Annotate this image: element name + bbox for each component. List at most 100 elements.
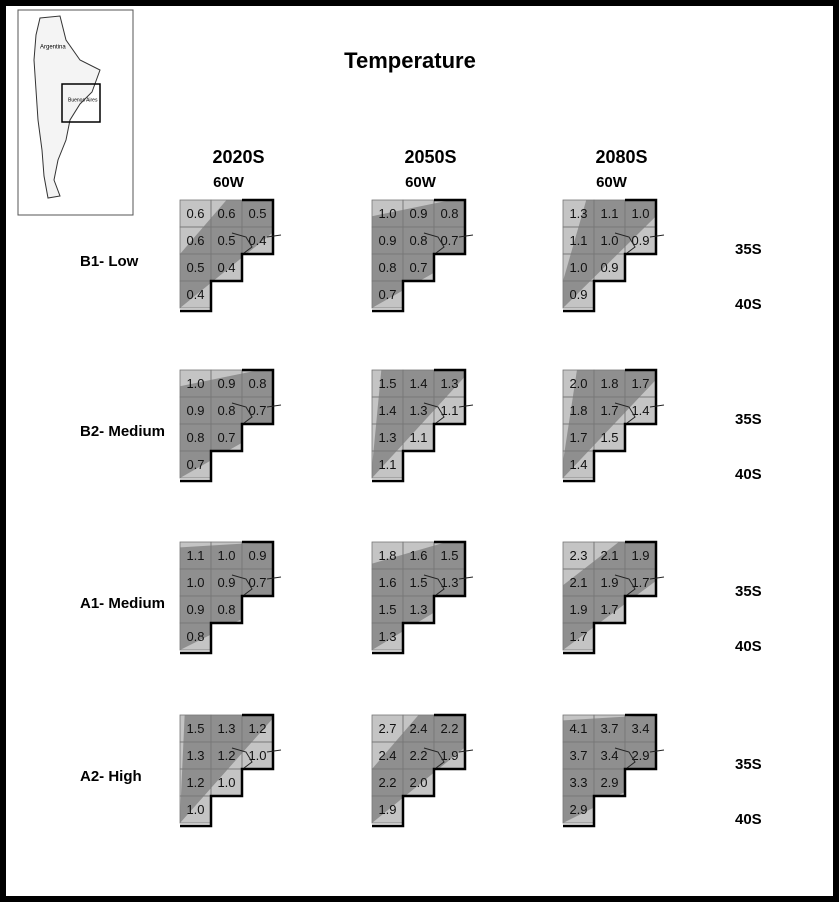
cell-value: 2.1 bbox=[569, 575, 587, 590]
cell-value: 0.8 bbox=[440, 206, 458, 221]
coast-outline bbox=[372, 198, 467, 313]
map-mask bbox=[211, 623, 242, 655]
map-mask bbox=[403, 623, 434, 655]
river-outline bbox=[614, 574, 665, 596]
latitude-label: 40S bbox=[735, 296, 762, 313]
cell-value: 1.3 bbox=[378, 629, 396, 644]
cell-value: 0.5 bbox=[217, 233, 235, 248]
inset-map: Argentina Buenos Aires bbox=[17, 9, 134, 216]
cell-value: 2.0 bbox=[409, 775, 427, 790]
cell-value: 1.2 bbox=[217, 748, 235, 763]
region-map: 2.7 2.4 2.2 2.4 2.2 1.9 2.2 2.0 1.9 bbox=[371, 713, 485, 828]
cell-value: 0.4 bbox=[217, 260, 235, 275]
coast-outline bbox=[180, 713, 275, 828]
cell-value: 3.4 bbox=[600, 748, 618, 763]
latitude-label: 40S bbox=[735, 466, 762, 483]
coast-outline bbox=[563, 713, 658, 828]
cell-value: 4.1 bbox=[569, 721, 587, 736]
cell-value: 1.5 bbox=[440, 548, 458, 563]
column-longitude: 60W bbox=[405, 174, 437, 191]
cell-value: 2.2 bbox=[409, 748, 427, 763]
region-map: 1.5 1.4 1.3 1.4 1.3 1.1 1.3 1.1 1.1 bbox=[371, 368, 485, 483]
region-box bbox=[61, 83, 101, 123]
cell-value: 0.6 bbox=[217, 206, 235, 221]
map-mask bbox=[625, 424, 676, 483]
scenario-label: A1- Medium bbox=[80, 595, 165, 612]
cell-value: 1.0 bbox=[186, 575, 204, 590]
cell-value: 1.0 bbox=[186, 376, 204, 391]
cell-value: 0.9 bbox=[217, 575, 235, 590]
cell-value: 2.4 bbox=[409, 721, 427, 736]
region-map: 1.8 1.6 1.5 1.6 1.5 1.3 1.5 1.3 1.3 bbox=[371, 540, 485, 655]
cell-value: 0.8 bbox=[409, 233, 427, 248]
column-longitude: 60W bbox=[596, 174, 628, 191]
cell-value: 1.1 bbox=[378, 457, 396, 472]
scenario-label: B2- Medium bbox=[80, 423, 165, 440]
cell-value: 0.4 bbox=[186, 287, 204, 302]
country-outline bbox=[33, 15, 101, 199]
cell-value: 1.0 bbox=[217, 775, 235, 790]
map-mask bbox=[594, 451, 625, 483]
region-map: 1.1 1.0 0.9 1.0 0.9 0.7 0.9 0.8 0.8 bbox=[179, 540, 293, 655]
cell-value: 2.1 bbox=[600, 548, 618, 563]
inset-label: Buenos Aires bbox=[68, 97, 98, 103]
cell-value: 2.2 bbox=[378, 775, 396, 790]
region-map: 1.3 1.1 1.0 1.1 1.0 0.9 1.0 0.9 0.9 bbox=[562, 198, 676, 313]
cell-value: 1.2 bbox=[186, 775, 204, 790]
region-map: 1.0 0.9 0.8 0.9 0.8 0.7 0.8 0.7 0.7 bbox=[179, 368, 293, 483]
river-outline bbox=[614, 402, 665, 424]
cell-value: 1.4 bbox=[569, 457, 587, 472]
coast-outline bbox=[180, 198, 275, 313]
river-outline bbox=[231, 574, 282, 596]
river-outline bbox=[231, 402, 282, 424]
cell-value: 1.7 bbox=[631, 376, 649, 391]
cell-value: 1.0 bbox=[186, 802, 204, 817]
map-mask bbox=[211, 451, 242, 483]
river-outline bbox=[423, 232, 474, 254]
region-map: 1.5 1.3 1.2 1.3 1.2 1.0 1.2 1.0 1.0 bbox=[179, 713, 293, 828]
map-mask bbox=[211, 281, 242, 313]
coast-outline bbox=[180, 368, 275, 483]
cell-value: 0.8 bbox=[217, 602, 235, 617]
region-map: 1.0 0.9 0.8 0.9 0.8 0.7 0.8 0.7 0.7 bbox=[371, 198, 485, 313]
map-mask bbox=[594, 796, 625, 828]
map-mask bbox=[403, 451, 434, 483]
cell-value: 0.9 bbox=[600, 260, 618, 275]
map-mask bbox=[403, 281, 434, 313]
cell-value: 1.0 bbox=[248, 748, 266, 763]
map-mask bbox=[625, 254, 676, 313]
latitude-label: 35S bbox=[735, 411, 762, 428]
river-outline bbox=[614, 232, 665, 254]
cell-value: 2.9 bbox=[569, 802, 587, 817]
coast-outline bbox=[563, 540, 658, 655]
cell-value: 0.8 bbox=[186, 430, 204, 445]
cell-value: 0.5 bbox=[186, 260, 204, 275]
cell-value: 1.6 bbox=[409, 548, 427, 563]
cell-value: 0.7 bbox=[378, 287, 396, 302]
river-outline bbox=[231, 747, 282, 769]
cell-value: 2.2 bbox=[440, 721, 458, 736]
cell-value: 0.7 bbox=[248, 575, 266, 590]
column-period: 2050S bbox=[404, 147, 456, 167]
cell-value: 1.4 bbox=[409, 376, 427, 391]
cell-value: 2.9 bbox=[600, 775, 618, 790]
cell-value: 1.3 bbox=[569, 206, 587, 221]
cell-value: 0.5 bbox=[248, 206, 266, 221]
cell-value: 1.5 bbox=[186, 721, 204, 736]
cell-value: 1.4 bbox=[378, 403, 396, 418]
map-mask bbox=[403, 796, 434, 828]
coast-outline bbox=[180, 540, 275, 655]
column-period: 2020S bbox=[212, 147, 264, 167]
river-outline bbox=[231, 232, 282, 254]
cell-value: 0.8 bbox=[186, 629, 204, 644]
cell-value: 1.0 bbox=[217, 548, 235, 563]
coast-outline bbox=[372, 368, 467, 483]
cell-value: 0.9 bbox=[409, 206, 427, 221]
cell-value: 1.3 bbox=[409, 403, 427, 418]
map-mask bbox=[211, 796, 242, 828]
cell-value: 1.3 bbox=[378, 430, 396, 445]
map-mask bbox=[434, 254, 485, 313]
cell-value: 1.3 bbox=[409, 602, 427, 617]
map-mask bbox=[594, 623, 625, 655]
